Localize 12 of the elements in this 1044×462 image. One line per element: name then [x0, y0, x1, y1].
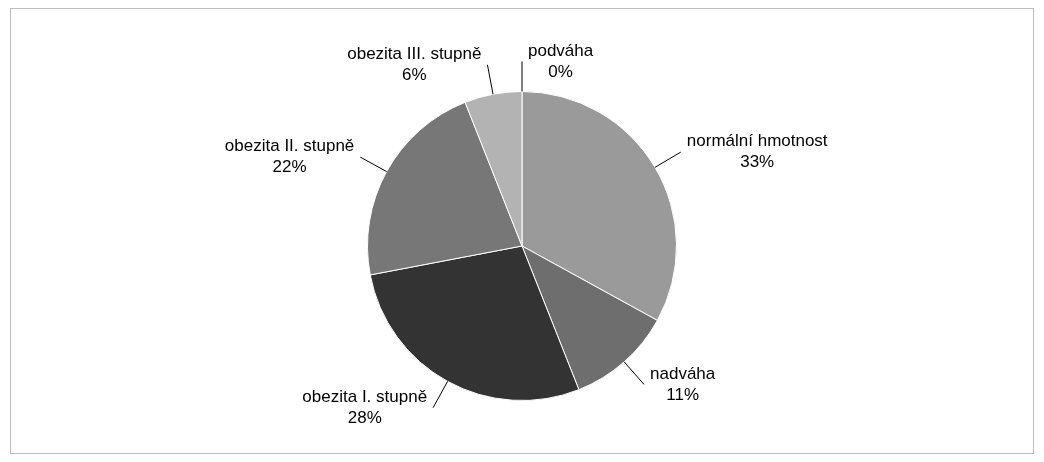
category-label: podváha	[528, 40, 594, 60]
text: 0%	[548, 61, 573, 81]
data-label: 22%	[272, 157, 307, 177]
data-label: 28%	[347, 407, 382, 427]
slice-label: obezita II. stupně	[224, 136, 355, 156]
slice-label: nadváha	[650, 363, 716, 383]
data-label: 33%	[740, 152, 775, 172]
slice-label: normální hmotnost	[686, 131, 828, 151]
slice-label: obezita III. stupně	[347, 43, 482, 63]
data-label: 6%	[402, 64, 427, 84]
data-label: 11%	[666, 384, 700, 404]
slice-label: obezita I. stupně	[302, 386, 428, 406]
